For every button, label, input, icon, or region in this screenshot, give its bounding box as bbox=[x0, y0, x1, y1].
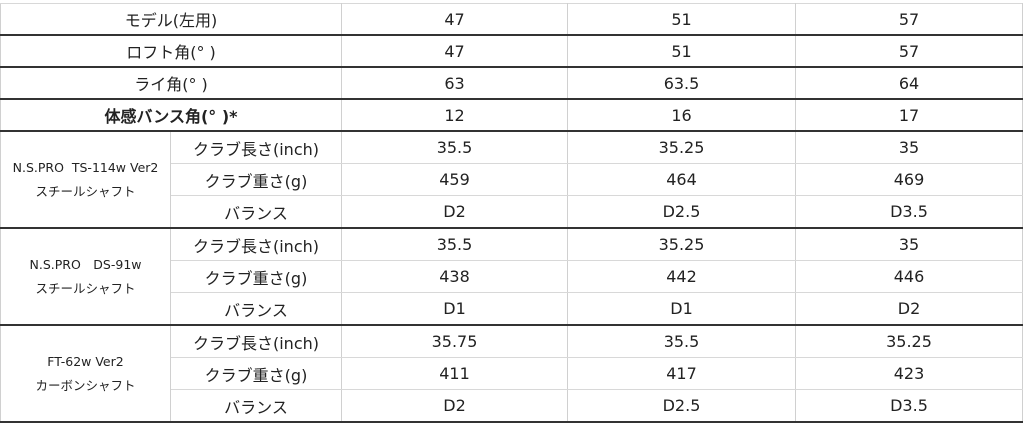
shaft-model: N.S.PRO TS-114w Ver2 bbox=[12, 159, 159, 175]
shaft-type: スチールシャフト bbox=[35, 183, 136, 199]
row-label: バランス bbox=[170, 389, 342, 423]
shaft-type: カーボンシャフト bbox=[35, 377, 136, 393]
value-cell: D2.5 bbox=[567, 389, 796, 423]
value-cell: 438 bbox=[341, 260, 568, 293]
value-cell: 35 bbox=[795, 227, 1023, 261]
value-cell: 47 bbox=[341, 3, 568, 36]
shaft-row: FT-62w Ver2 カーボンシャフト クラブ長さ(inch) 35.75 35.5 3… bbox=[0, 324, 1023, 423]
value-cell: 35.5 bbox=[341, 130, 568, 164]
value-cell: 35.5 bbox=[567, 324, 796, 358]
row-label: クラブ長さ(inch) bbox=[170, 130, 342, 164]
value-cell: 47 bbox=[341, 34, 568, 68]
value-cell: 446 bbox=[795, 260, 1023, 293]
row-label: バランス bbox=[170, 195, 342, 229]
shaft-row: N.S.PRO DS-91w スチールシャフト クラブ長さ(inch) 35.5 35.… bbox=[0, 227, 1023, 326]
value-cell: 35 bbox=[795, 130, 1023, 164]
value-cell: 57 bbox=[795, 34, 1023, 68]
value-cell: 51 bbox=[567, 3, 796, 36]
value-cell: 442 bbox=[567, 260, 796, 293]
value-cell: 459 bbox=[341, 163, 568, 196]
value-cell: 12 bbox=[341, 98, 568, 132]
value-cell: 417 bbox=[567, 357, 796, 390]
value-cell: D2.5 bbox=[567, 195, 796, 229]
spec-row: ライ角(° ) 63 63.5 64 bbox=[0, 66, 1023, 100]
shaft-name: N.S.PRO TS-114w Ver2 スチールシャフト bbox=[0, 130, 171, 229]
row-label: ライ角(° ) bbox=[0, 66, 342, 100]
row-label: クラブ長さ(inch) bbox=[170, 324, 342, 358]
spec-row: モデル(左用) 47 51 57 bbox=[0, 3, 1023, 36]
shaft-row: クラブ重さ(g) 438 442 446 bbox=[1, 260, 1023, 293]
shaft-row: バランス D2 D2.5 D3.5 bbox=[1, 195, 1023, 229]
value-cell: D2 bbox=[795, 292, 1023, 326]
shaft-row: N.S.PRO TS-114w Ver2 スチールシャフト クラブ長さ(inch) 3… bbox=[0, 130, 1023, 229]
row-label: ロフト角(° ) bbox=[0, 34, 342, 68]
row-label: クラブ重さ(g) bbox=[170, 357, 342, 390]
value-cell: 51 bbox=[567, 34, 796, 68]
value-cell: 35.25 bbox=[795, 324, 1023, 358]
row-label: 体感バンス角(° )* bbox=[0, 98, 342, 132]
shaft-row: クラブ重さ(g) 459 464 469 bbox=[1, 163, 1023, 196]
value-cell: 411 bbox=[341, 357, 568, 390]
value-cell: 35.25 bbox=[567, 130, 796, 164]
value-cell: D1 bbox=[567, 292, 796, 326]
value-cell: D2 bbox=[341, 389, 568, 423]
value-cell: 35.75 bbox=[341, 324, 568, 358]
value-cell: D3.5 bbox=[795, 389, 1023, 423]
shaft-name: FT-62w Ver2 カーボンシャフト bbox=[0, 324, 171, 423]
spec-row: ロフト角(° ) 47 51 57 bbox=[0, 34, 1023, 68]
row-label: クラブ重さ(g) bbox=[170, 163, 342, 196]
shaft-name: N.S.PRO DS-91w スチールシャフト bbox=[0, 227, 171, 326]
value-cell: 57 bbox=[795, 3, 1023, 36]
value-cell: 63 bbox=[341, 66, 568, 100]
value-cell: 63.5 bbox=[567, 66, 796, 100]
value-cell: 35.5 bbox=[341, 227, 568, 261]
value-cell: 423 bbox=[795, 357, 1023, 390]
row-label: クラブ長さ(inch) bbox=[170, 227, 342, 261]
value-cell: D2 bbox=[341, 195, 568, 229]
row-label: クラブ重さ(g) bbox=[170, 260, 342, 293]
value-cell: 17 bbox=[795, 98, 1023, 132]
row-label: モデル(左用) bbox=[0, 3, 342, 36]
value-cell: 16 bbox=[567, 98, 796, 132]
value-cell: 35.25 bbox=[567, 227, 796, 261]
value-cell: 469 bbox=[795, 163, 1023, 196]
shaft-type: スチールシャフト bbox=[35, 280, 136, 296]
shaft-model: FT-62w Ver2 bbox=[47, 353, 124, 369]
row-label: バランス bbox=[170, 292, 342, 326]
value-cell: D3.5 bbox=[795, 195, 1023, 229]
shaft-row: バランス D1 D1 D2 bbox=[1, 292, 1023, 326]
spec-row: 体感バンス角(° )* 12 16 17 bbox=[0, 98, 1023, 132]
value-cell: D1 bbox=[341, 292, 568, 326]
shaft-row: クラブ重さ(g) 411 417 423 bbox=[1, 357, 1023, 390]
value-cell: 64 bbox=[795, 66, 1023, 100]
spec-table: モデル(左用) 47 51 57 ロフト角(° ) 47 51 57 ライ角(° ) 63 63.5… bbox=[0, 3, 1023, 423]
shaft-row: バランス D2 D2.5 D3.5 bbox=[1, 389, 1023, 423]
value-cell: 464 bbox=[567, 163, 796, 196]
shaft-model: N.S.PRO DS-91w bbox=[29, 256, 142, 272]
